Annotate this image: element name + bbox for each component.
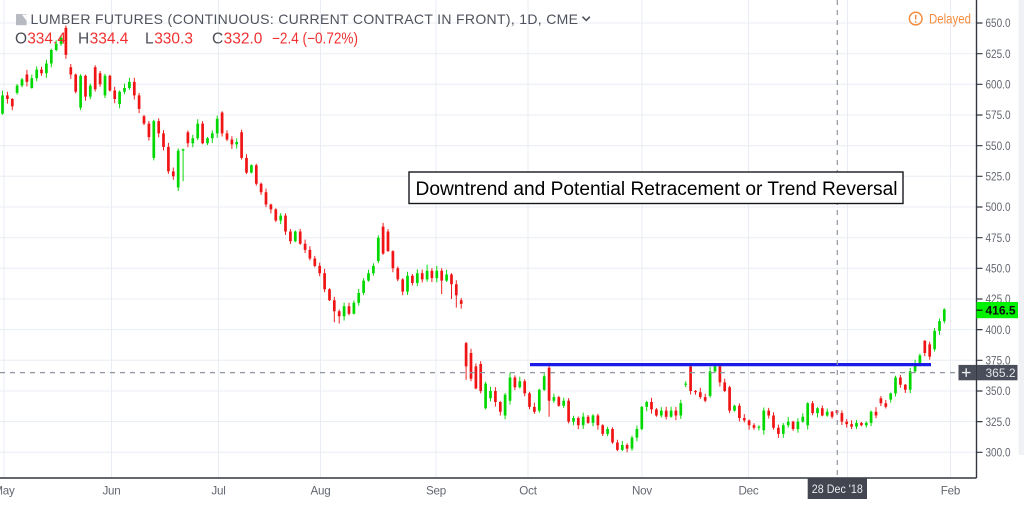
- svg-text:Dec: Dec: [738, 485, 758, 498]
- svg-text:525.0: 525.0: [986, 170, 1011, 184]
- svg-text:Aug: Aug: [310, 485, 330, 498]
- svg-text:450.0: 450.0: [986, 262, 1011, 276]
- svg-text:Jun: Jun: [102, 485, 120, 498]
- svg-text:Feb: Feb: [941, 485, 960, 498]
- svg-text:LUMBER FUTURES (CONTINUOUS: CU: LUMBER FUTURES (CONTINUOUS: CURRENT CONT…: [31, 11, 579, 27]
- svg-text:650.0: 650.0: [986, 16, 1011, 30]
- svg-text:Downtrend and Potential Retrac: Downtrend and Potential Retracement or T…: [416, 178, 898, 200]
- svg-text:416.5: 416.5: [986, 304, 1016, 318]
- svg-text:575.0: 575.0: [986, 108, 1011, 122]
- svg-text:325.0: 325.0: [986, 415, 1011, 429]
- svg-text:365.2: 365.2: [986, 366, 1016, 380]
- svg-text:28 Dec '18: 28 Dec '18: [812, 482, 863, 496]
- svg-text:350.0: 350.0: [986, 384, 1011, 398]
- svg-text:Oct: Oct: [519, 485, 537, 498]
- svg-text:550.0: 550.0: [986, 139, 1011, 153]
- svg-text:625.0: 625.0: [986, 47, 1011, 61]
- svg-text:Delayed: Delayed: [929, 10, 971, 26]
- svg-text:500.0: 500.0: [986, 200, 1011, 214]
- svg-text:600.0: 600.0: [986, 78, 1011, 92]
- svg-text:475.0: 475.0: [986, 231, 1011, 245]
- svg-text:Nov: Nov: [632, 485, 652, 498]
- svg-text:Sep: Sep: [426, 485, 446, 498]
- svg-text:300.0: 300.0: [986, 446, 1011, 460]
- svg-text:Jul: Jul: [211, 485, 225, 498]
- svg-text:May: May: [0, 485, 15, 498]
- svg-text:400.0: 400.0: [986, 323, 1011, 337]
